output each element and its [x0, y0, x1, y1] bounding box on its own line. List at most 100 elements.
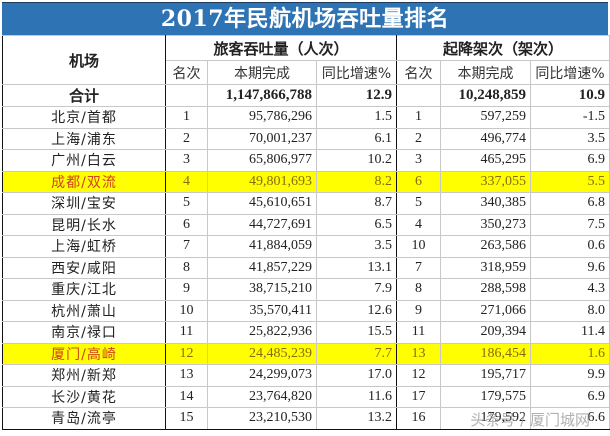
- movement-growth-header: 同比增速%: [530, 60, 610, 85]
- movement-growth: 0.6: [530, 235, 610, 258]
- movement-rank: 17: [396, 385, 442, 408]
- movement-count: 209,394: [440, 321, 532, 344]
- movement-rank: 1: [396, 106, 442, 129]
- passenger-growth: 6.1: [315, 127, 398, 150]
- airport-name: 上海/虹桥: [2, 235, 166, 258]
- movement-count: 186,454: [440, 342, 532, 365]
- movement-count: 179,592: [440, 407, 532, 430]
- table-row: 厦门/高崎 12 24,485,239 7.7 13 186,454 1.6: [2, 342, 610, 365]
- passenger-growth: 6.5: [315, 213, 398, 236]
- passenger-growth: 1.5: [315, 106, 398, 129]
- passenger-growth: 7.9: [315, 278, 398, 301]
- movement-rank: 13: [396, 342, 442, 365]
- movement-rank: 8: [396, 278, 442, 301]
- table-row: 北京/首都 1 95,786,296 1.5 1 597,259 -1.5: [2, 106, 610, 129]
- airport-name: 广州/白云: [2, 149, 166, 172]
- movement-count: 496,774: [440, 127, 532, 150]
- movement-count: 288,598: [440, 278, 532, 301]
- airport-name: 杭州/萧山: [2, 299, 166, 322]
- airport-name: 北京/首都: [2, 106, 166, 129]
- table-row: 杭州/萧山 10 35,570,411 12.6 9 271,066 8.0: [2, 299, 610, 322]
- passenger-rank: 5: [165, 192, 208, 215]
- movement-count: 318,959: [440, 256, 532, 279]
- airport-name: 上海/浦东: [2, 127, 166, 150]
- movement-rank: 9: [396, 299, 442, 322]
- movement-growth: 3.5: [530, 127, 610, 150]
- movement-count: 195,717: [440, 364, 532, 387]
- passenger-rank: 10: [165, 299, 208, 322]
- passenger-rank: 6: [165, 213, 208, 236]
- table-row: 上海/虹桥 7 41,884,059 3.5 10 263,586 0.6: [2, 235, 610, 258]
- airport-name: 南京/禄口: [2, 321, 166, 344]
- table-row: 青岛/流亭 15 23,210,530 13.2 16 179,592 6.6: [2, 407, 610, 430]
- passenger-rank: 12: [165, 342, 208, 365]
- total-passenger-growth: 12.9: [315, 84, 398, 107]
- table-row: 昆明/长水 6 44,727,691 6.5 4 350,273 7.5: [2, 213, 610, 236]
- table-row: 南京/禄口 11 25,822,936 15.5 11 209,394 11.4: [2, 321, 610, 344]
- passenger-growth: 10.2: [315, 149, 398, 172]
- passenger-growth: 17.0: [315, 364, 398, 387]
- movement-growth: 6.6: [530, 407, 610, 430]
- movement-count: 263,586: [440, 235, 532, 258]
- movement-growth: 6.8: [530, 192, 610, 215]
- airport-name: 郑州/新郑: [2, 364, 166, 387]
- airport-name: 厦门/高崎: [2, 342, 166, 365]
- passenger-rank: 15: [165, 407, 208, 430]
- passenger-count: 23,210,530: [207, 407, 317, 430]
- passenger-growth: 11.6: [315, 385, 398, 408]
- passenger-count: 24,485,239: [207, 342, 317, 365]
- passenger-group-header: 旅客吞吐量（人次）: [164, 35, 398, 61]
- total-row: 合计 1,147,866,788 12.9 10,248,859 10.9: [2, 84, 610, 107]
- movement-growth: 4.3: [530, 278, 610, 301]
- passenger-rank-header: 名次: [165, 60, 208, 85]
- passenger-growth: 8.7: [315, 192, 398, 215]
- movement-growth: 1.6: [530, 342, 610, 365]
- movement-growth: 6.9: [530, 385, 610, 408]
- passenger-growth: 13.2: [315, 407, 398, 430]
- movement-count: 340,385: [440, 192, 532, 215]
- movement-growth: 6.9: [530, 149, 610, 172]
- group-header-row: 机场 旅客吞吐量（人次） 起降架次（架次）: [2, 35, 610, 85]
- movement-rank: 16: [396, 407, 442, 430]
- movement-growth: 8.0: [530, 299, 610, 322]
- movement-rank: 7: [396, 256, 442, 279]
- passenger-rank: 11: [165, 321, 208, 344]
- total-label: 合计: [2, 84, 166, 107]
- passenger-growth: 13.1: [315, 256, 398, 279]
- passenger-rank: 8: [165, 256, 208, 279]
- passenger-count: 44,727,691: [207, 213, 317, 236]
- airport-name: 成都/双流: [2, 170, 166, 193]
- total-movement-growth: 10.9: [530, 84, 610, 107]
- passenger-count: 35,570,411: [207, 299, 317, 322]
- passenger-rank: 1: [165, 106, 208, 129]
- movement-count: 337,055: [440, 170, 532, 193]
- sub-header-row: 名次 本期完成 同比增速% 名次 本期完成 同比增速%: [3, 60, 610, 85]
- airport-name: 昆明/长水: [2, 213, 166, 236]
- movement-growth: 5.5: [530, 170, 610, 193]
- movement-current-header: 本期完成: [440, 60, 532, 85]
- passenger-rank: 13: [165, 364, 208, 387]
- passenger-count: 49,801,693: [207, 170, 317, 193]
- passenger-count: 41,884,059: [207, 235, 317, 258]
- airport-name: 青岛/流亭: [2, 407, 166, 430]
- passenger-growth: 15.5: [315, 321, 398, 344]
- table-body: 北京/首都 1 95,786,296 1.5 1 597,259 -1.5 上海/浦东 2 70,…: [2, 106, 610, 430]
- passenger-count: 41,857,229: [207, 256, 317, 279]
- table-row: 郑州/新郑 13 24,299,073 17.0 12 195,717 9.9: [2, 364, 610, 387]
- movement-growth: 7.5: [530, 213, 610, 236]
- table-row: 重庆/江北 9 38,715,210 7.9 8 288,598 4.3: [2, 278, 610, 301]
- movement-growth: -1.5: [530, 106, 610, 129]
- passenger-count: 38,715,210: [207, 278, 317, 301]
- movement-growth: 9.6: [530, 256, 610, 279]
- movement-rank: 10: [396, 235, 442, 258]
- passenger-growth: 12.6: [315, 299, 398, 322]
- movement-rank: 4: [396, 213, 442, 236]
- passenger-growth: 8.2: [315, 170, 398, 193]
- page-title: 2017年民航机场吞吐量排名: [2, 2, 608, 36]
- movement-count: 179,575: [440, 385, 532, 408]
- total-passengers: 1,147,866,788: [207, 84, 317, 107]
- table-row: 上海/浦东 2 70,001,237 6.1 2 496,774 3.5: [2, 127, 610, 150]
- movement-count: 597,259: [440, 106, 532, 129]
- movement-rank: 11: [396, 321, 442, 344]
- passenger-growth: 3.5: [315, 235, 398, 258]
